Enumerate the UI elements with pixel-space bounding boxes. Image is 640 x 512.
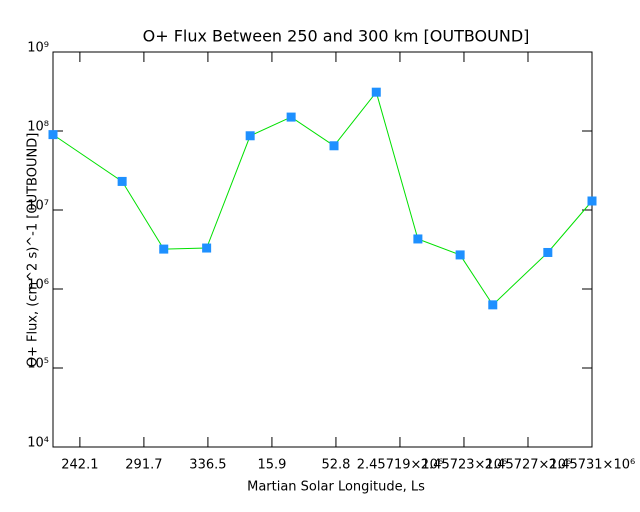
data-marker	[413, 234, 423, 244]
y-axis-label: O+ Flux, (cm^2 s)^-1 [OUTBOUND]	[26, 133, 41, 368]
y-tick-label: 10⁸	[27, 120, 49, 135]
data-marker	[587, 196, 597, 206]
x-axis-label: Martian Solar Longitude, Ls	[247, 480, 425, 495]
x-tick-label: 15.9	[257, 458, 286, 473]
data-marker	[329, 141, 339, 151]
data-marker	[117, 176, 127, 186]
x-tick-label: 52.8	[321, 458, 350, 473]
data-marker	[488, 300, 498, 310]
data-marker	[202, 243, 212, 253]
data-marker	[48, 130, 58, 140]
x-tick-label: 242.1	[61, 458, 98, 473]
data-marker	[286, 112, 296, 122]
y-tick-label: 10⁵	[27, 357, 49, 372]
y-tick-label: 10⁶	[27, 278, 49, 293]
x-tick-label: 2.45723×10⁶	[421, 458, 507, 473]
x-tick-label: 291.7	[125, 458, 162, 473]
plot-frame	[52, 51, 593, 448]
data-marker	[245, 131, 255, 141]
x-tick-label: 2.45719×10⁶	[357, 458, 443, 473]
y-tick-label: 10⁴	[27, 436, 49, 451]
x-tick-label: 2.45727×10⁶	[485, 458, 571, 473]
data-marker	[455, 250, 465, 260]
y-tick-label: 10⁹	[27, 41, 49, 56]
data-marker	[159, 244, 169, 254]
x-tick-label: 2.45731×10⁶	[549, 458, 635, 473]
data-marker	[543, 247, 553, 257]
data-marker	[371, 87, 381, 97]
y-tick-label: 10⁷	[27, 199, 49, 214]
x-tick-label: 336.5	[189, 458, 226, 473]
chart-title: O+ Flux Between 250 and 300 km [OUTBOUND…	[143, 27, 530, 46]
